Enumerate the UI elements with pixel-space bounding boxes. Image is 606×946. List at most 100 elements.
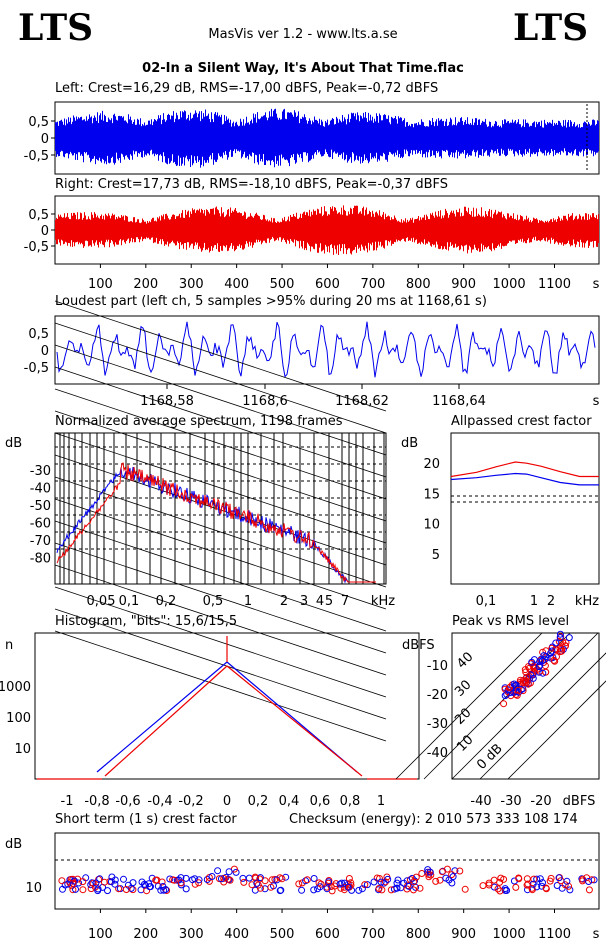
crest-point [410,886,417,894]
histogram-right-trace [37,636,417,780]
crest-point [456,867,464,875]
y-tick-label: 0 [41,132,49,147]
x-tick-label: 0,5 [203,594,224,609]
right-channel-label: Right: Crest=17,73 dB, RMS=-18,10 dBFS, … [55,177,448,192]
crest-point [91,883,99,891]
crest-point [170,876,178,884]
crest-point [94,887,102,895]
crest-point [148,874,156,882]
x-tick-label: 4 [316,594,324,609]
y-axis-label: dB [5,436,22,451]
crest-point [316,883,324,891]
y-tick-label: -0,5 [24,361,49,376]
crest-point [501,886,509,894]
x-unit-label: kHz [371,594,395,609]
x-tick-label: -20 [530,794,551,809]
scatter-point [551,657,559,665]
scatter-point [514,686,522,694]
crest-point [137,886,145,894]
crest-point [555,874,563,882]
crest-point [461,885,469,893]
x-tick-label: 1 [530,594,538,609]
y-tick-label: 10 [423,518,440,533]
crest-point [248,881,256,889]
crest-point [66,879,74,887]
crest-point [277,886,285,894]
crest-point [163,887,171,894]
crest-point [162,886,170,893]
x-tick-label: 800 [406,927,431,942]
y-tick-label: 10 [14,742,31,757]
x-tick-label: 300 [179,927,204,942]
scatter-point [522,677,530,685]
x-tick-label: 300 [179,277,204,292]
allpass-right-trace [450,461,599,478]
crest-point [341,879,349,887]
y-tick-label: -70 [30,534,51,549]
spectrum-frame [54,432,387,585]
scatter-point [540,652,548,660]
crest-point [341,883,349,891]
x-tick-label: 1100 [538,927,571,942]
scatter-point [516,676,524,684]
x-tick-label: 800 [406,277,431,292]
crest-point [67,875,75,883]
crest-point [585,878,593,885]
scatter-point [539,669,547,677]
loudest-trace [56,321,596,378]
y-axis-label: n [5,638,13,653]
crest-point [585,886,593,894]
y-tick-label: 5 [432,548,440,563]
crest-point [124,881,132,889]
x-tick-label: 0,1 [119,594,140,609]
crest-point [436,876,444,884]
x-tick-label: 0,2 [156,594,177,609]
scatter-point [562,639,570,647]
crest-point [89,879,97,887]
crest-point [515,874,523,882]
diagonal-line [479,652,606,780]
allpass-left-trace [450,472,599,486]
x-tick-label: 0,2 [248,794,269,809]
crest-point [278,875,286,883]
scatter-point [536,661,544,669]
loudest-frame [54,315,600,385]
scatter-point [513,691,521,699]
crest-point [547,874,555,882]
spectrum-label: Normalized average spectrum, 1198 frames [55,414,343,429]
x-tick-label: 1168,64 [432,394,486,409]
crest-point [496,887,504,895]
crest-point [400,879,408,887]
x-tick-label: 2 [547,594,555,609]
scatter-point [500,700,508,708]
y-tick-label: 15 [423,487,440,502]
crest-point [108,873,116,881]
crest-point [182,885,190,893]
y-tick-label: -40 [427,746,448,761]
file-name: 02-In a Silent Way, It's About That Time… [142,61,464,76]
x-tick-label: 900 [451,277,476,292]
x-tick-label: 1168,62 [335,394,389,409]
crest-point [425,873,433,881]
scatter-point [548,644,556,652]
x-tick-label: 400 [224,277,249,292]
crest-point [418,870,426,877]
x-tick-label: 500 [270,927,295,942]
scatter-point [558,645,565,653]
x-tick-label: -0,2 [178,794,203,809]
crest-point [355,886,363,894]
x-tick-label: 600 [315,927,340,942]
x-axis-label: dBFS [563,794,596,809]
y-tick-label: 0,5 [28,115,49,130]
x-tick-label: 700 [360,927,385,942]
diagonal-label: 0 dB [474,741,506,773]
left-channel-label: Left: Crest=16,29 dB, RMS=-17,00 dBFS, P… [55,81,439,96]
crest-point [524,880,532,888]
x-tick-label: 100 [88,277,113,292]
crest-point [138,878,146,886]
y-tick-label: 0 [41,224,49,239]
y-tick-label: 0 [41,344,49,359]
scatter-point [548,647,556,655]
crest-point [500,875,508,883]
crest-point [528,884,536,892]
